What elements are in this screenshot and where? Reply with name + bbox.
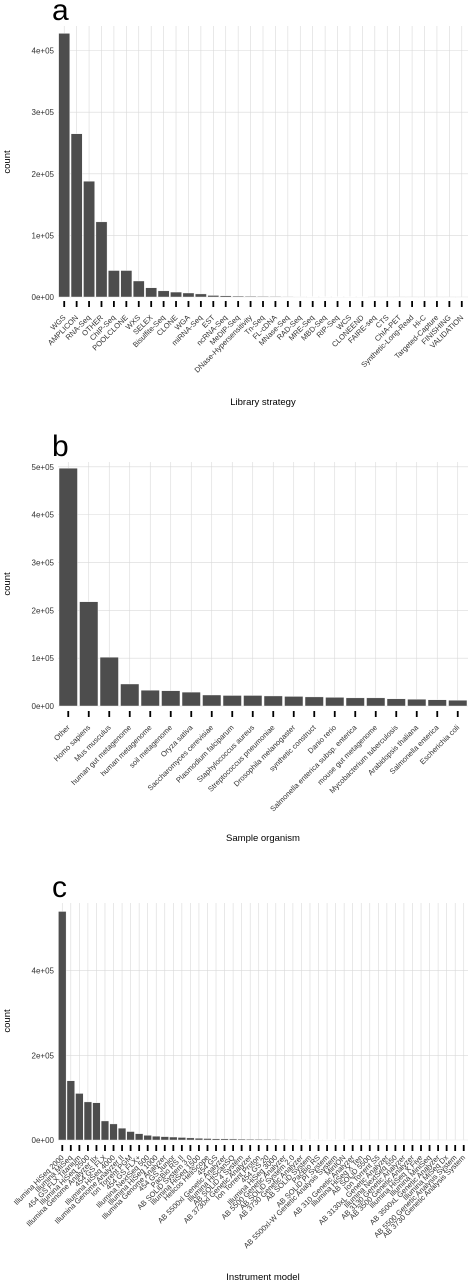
bar-12 xyxy=(284,696,304,707)
bar-8 xyxy=(118,1127,127,1141)
bar-15 xyxy=(177,1137,186,1141)
bar-2 xyxy=(66,1080,75,1141)
y-tick-label: 2e+05 xyxy=(32,1051,55,1060)
panel-letter: a xyxy=(52,0,69,27)
bar-11 xyxy=(143,1135,152,1141)
bar-12 xyxy=(195,293,207,298)
y-axis-title: count xyxy=(2,1009,13,1033)
bar-14 xyxy=(169,1136,178,1141)
bar-1 xyxy=(58,911,67,1141)
bar-24 xyxy=(254,1139,263,1141)
bar-20 xyxy=(220,1138,229,1141)
bar-13 xyxy=(304,696,324,707)
bar-4 xyxy=(83,1101,92,1141)
y-tick-label: 4e+05 xyxy=(32,47,55,56)
bar-23 xyxy=(246,1138,255,1141)
bar-7 xyxy=(109,1123,118,1141)
bar-2 xyxy=(70,133,83,298)
y-axis-title: count xyxy=(2,572,13,596)
chart-panel-a: a0e+001e+052e+053e+054e+05WGSAMPLICONRNA… xyxy=(2,0,468,408)
bar-11 xyxy=(263,695,283,707)
x-axis-title: Library strategy xyxy=(230,397,296,408)
bar-5 xyxy=(140,690,160,707)
y-tick-label: 0e+00 xyxy=(32,702,55,711)
y-tick-label: 4e+05 xyxy=(32,511,55,520)
y-tick-label: 2e+05 xyxy=(32,606,55,615)
bar-15 xyxy=(232,295,244,298)
y-tick-label: 1e+05 xyxy=(32,654,55,663)
chart-panel-b: b0e+001e+052e+053e+054e+055e+05OtherHomo… xyxy=(2,430,468,844)
bar-6 xyxy=(100,1120,110,1141)
bar-8 xyxy=(202,694,222,707)
bar-21 xyxy=(229,1138,238,1141)
bar-25 xyxy=(263,1139,272,1141)
bar-18 xyxy=(203,1138,212,1141)
bar-11 xyxy=(182,292,195,298)
x-axis-title: Sample organism xyxy=(226,833,300,844)
bar-16 xyxy=(244,296,257,298)
y-tick-label: 4e+05 xyxy=(32,967,55,976)
bar-3 xyxy=(99,657,119,707)
bar-22 xyxy=(237,1138,246,1141)
bar-4 xyxy=(95,221,108,298)
panel-letter: b xyxy=(52,430,69,463)
bar-7 xyxy=(132,280,145,298)
bar-18 xyxy=(269,296,282,298)
bar-9 xyxy=(222,695,242,707)
bar-18 xyxy=(407,699,427,707)
y-tick-label: 0e+00 xyxy=(32,293,55,302)
y-tick-label: 5e+05 xyxy=(32,463,55,472)
bar-27 xyxy=(280,1139,289,1141)
panel-letter: c xyxy=(52,871,67,904)
bar-15 xyxy=(345,697,365,707)
bar-2 xyxy=(79,601,99,707)
bar-17 xyxy=(386,698,406,707)
bar-12 xyxy=(152,1135,161,1141)
bar-19 xyxy=(427,699,447,707)
bar-20 xyxy=(448,700,468,707)
bar-6 xyxy=(161,690,181,707)
x-axis-title: Instrument model xyxy=(226,1272,299,1283)
bar-13 xyxy=(160,1136,169,1141)
y-tick-label: 0e+00 xyxy=(32,1136,55,1145)
bar-1 xyxy=(58,468,78,707)
bar-17 xyxy=(257,296,269,298)
bar-14 xyxy=(219,295,232,298)
bar-9 xyxy=(157,290,170,298)
bar-13 xyxy=(207,295,220,298)
bar-3 xyxy=(83,181,95,298)
bar-4 xyxy=(120,683,140,707)
bar-3 xyxy=(75,1093,84,1141)
bar-10 xyxy=(135,1133,144,1141)
bar-9 xyxy=(126,1131,135,1141)
bar-10 xyxy=(243,695,263,707)
bar-10 xyxy=(170,291,182,298)
bar-26 xyxy=(271,1139,280,1141)
y-tick-label: 3e+05 xyxy=(32,108,55,117)
y-tick-label: 1e+05 xyxy=(32,231,55,240)
y-tick-label: 3e+05 xyxy=(32,558,55,567)
bar-16 xyxy=(186,1137,195,1141)
bar-14 xyxy=(325,697,345,707)
y-axis-title: count xyxy=(2,150,13,174)
bar-5 xyxy=(108,270,120,298)
bar-19 xyxy=(211,1138,221,1141)
bar-5 xyxy=(92,1102,101,1141)
bar-17 xyxy=(194,1138,203,1141)
bar-6 xyxy=(120,270,133,298)
y-tick-label: 2e+05 xyxy=(32,170,55,179)
bar-7 xyxy=(181,691,201,707)
bar-1 xyxy=(58,33,71,298)
bar-8 xyxy=(145,287,157,298)
bar-16 xyxy=(366,697,386,707)
